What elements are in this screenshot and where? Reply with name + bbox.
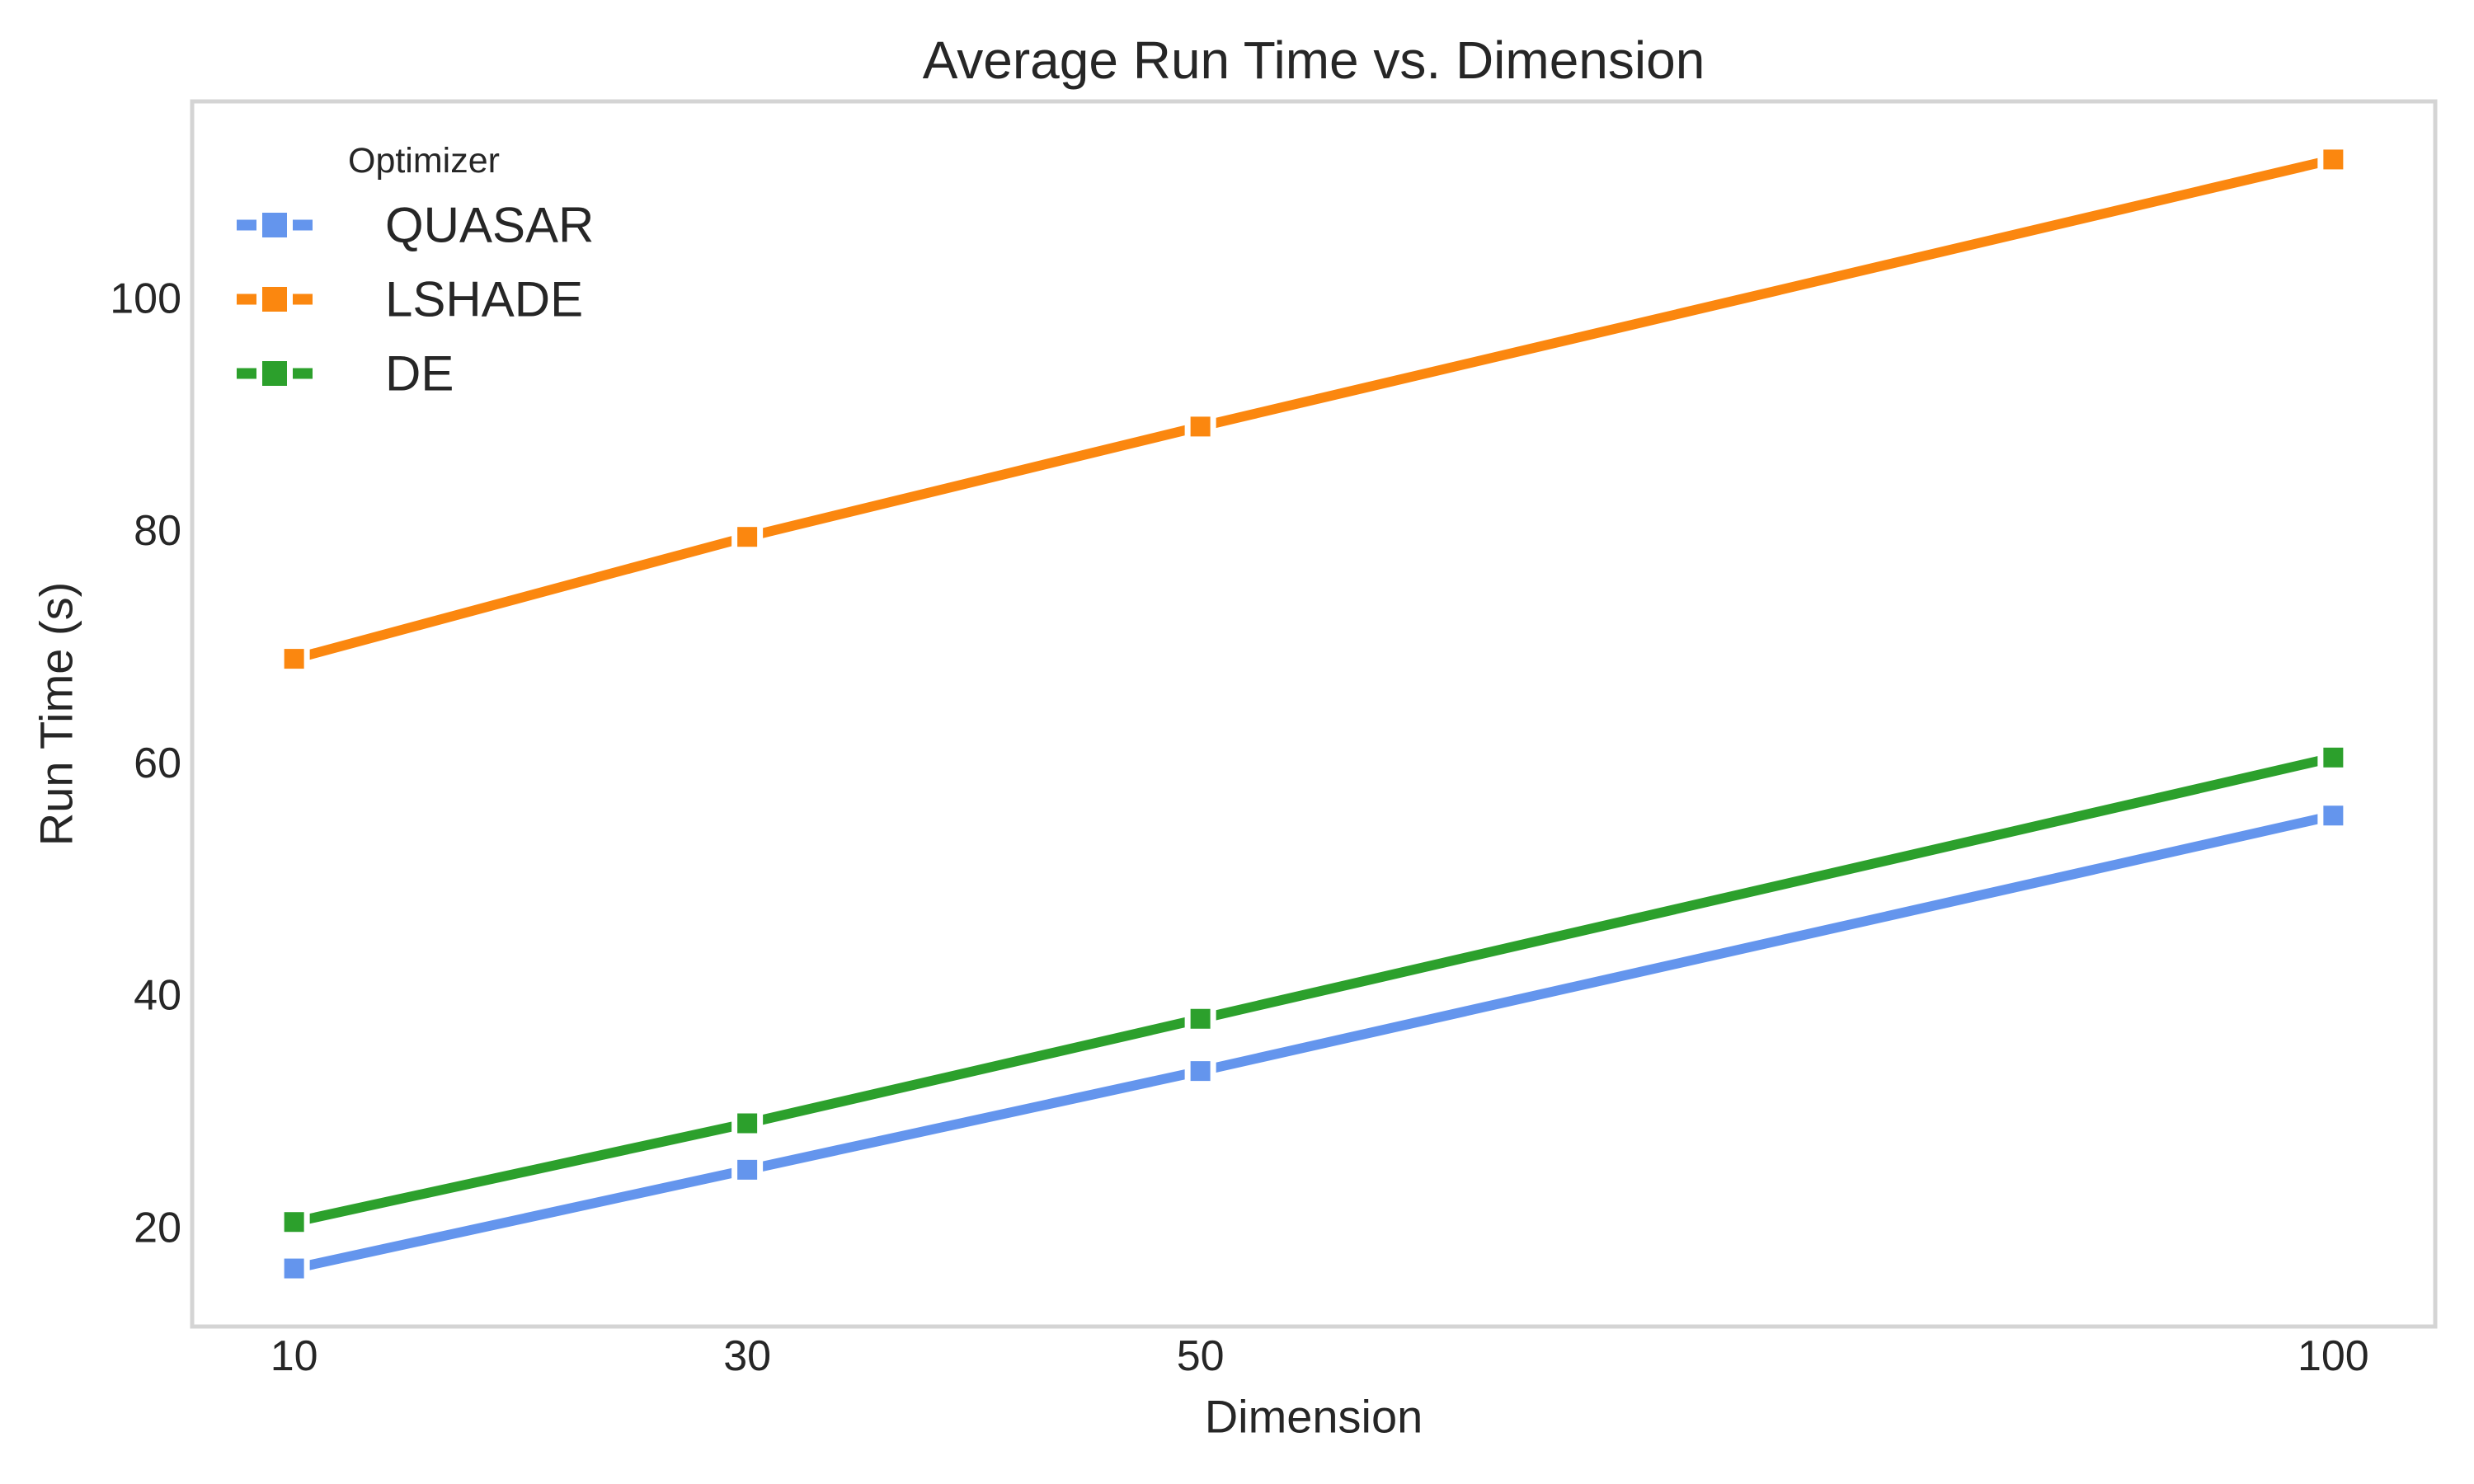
data-point-LSHADE-x10 <box>284 649 304 669</box>
series-line-DE <box>293 752 2335 1228</box>
x-axis-ticks: 10 30 50 100 <box>270 1332 2369 1380</box>
series-line-LSHADE <box>293 154 2335 664</box>
legend-item-DE: DE <box>237 346 454 402</box>
y-tick-label: 60 <box>134 740 181 787</box>
data-point-QUASAR-x100 <box>2323 805 2344 826</box>
x-tick-label: 50 <box>1177 1332 1225 1380</box>
legend-item-label: QUASAR <box>385 198 594 253</box>
y-tick-label: 40 <box>134 972 181 1020</box>
data-point-DE-x50 <box>1190 1008 1211 1029</box>
legend-swatch-QUASAR <box>262 213 287 237</box>
x-tick-label: 100 <box>2298 1332 2369 1380</box>
legend-item-label: DE <box>385 346 454 402</box>
data-point-QUASAR-x30 <box>737 1159 758 1180</box>
y-tick-label: 80 <box>134 507 181 555</box>
legend-swatch-DE <box>262 361 287 386</box>
data-point-LSHADE-x30 <box>737 527 758 547</box>
series-DE <box>278 741 2349 1238</box>
data-point-QUASAR-x50 <box>1190 1061 1211 1082</box>
data-point-DE-x30 <box>737 1113 758 1134</box>
plot-area <box>190 99 2438 1329</box>
series-LSHADE <box>278 143 2349 675</box>
legend-item-LSHADE: LSHADE <box>237 272 583 327</box>
data-point-QUASAR-x10 <box>284 1258 304 1279</box>
series-QUASAR <box>278 800 2349 1284</box>
chart-title: Average Run Time vs. Dimension <box>923 31 1705 90</box>
legend-item-QUASAR: QUASAR <box>237 198 594 253</box>
y-tick-label: 20 <box>134 1204 181 1252</box>
x-tick-label: 30 <box>723 1332 771 1380</box>
y-axis-label: Run Time (s) <box>31 582 82 847</box>
y-tick-label: 100 <box>110 275 181 322</box>
y-axis-ticks: 20 40 60 80 100 <box>110 275 181 1252</box>
x-tick-label: 10 <box>270 1332 318 1380</box>
legend-item-label: LSHADE <box>385 272 583 327</box>
series-line-QUASAR <box>293 810 2335 1274</box>
x-axis-label: Dimension <box>1205 1391 1423 1443</box>
legend-title: Optimizer <box>348 141 500 181</box>
data-point-DE-x10 <box>284 1212 304 1233</box>
legend: QUASAR LSHADE DE <box>237 198 594 402</box>
data-point-LSHADE-x100 <box>2323 149 2344 170</box>
series-layer <box>278 143 2349 1284</box>
legend-swatch-LSHADE <box>262 287 287 312</box>
data-point-LSHADE-x50 <box>1190 416 1211 437</box>
data-point-DE-x100 <box>2323 747 2344 768</box>
